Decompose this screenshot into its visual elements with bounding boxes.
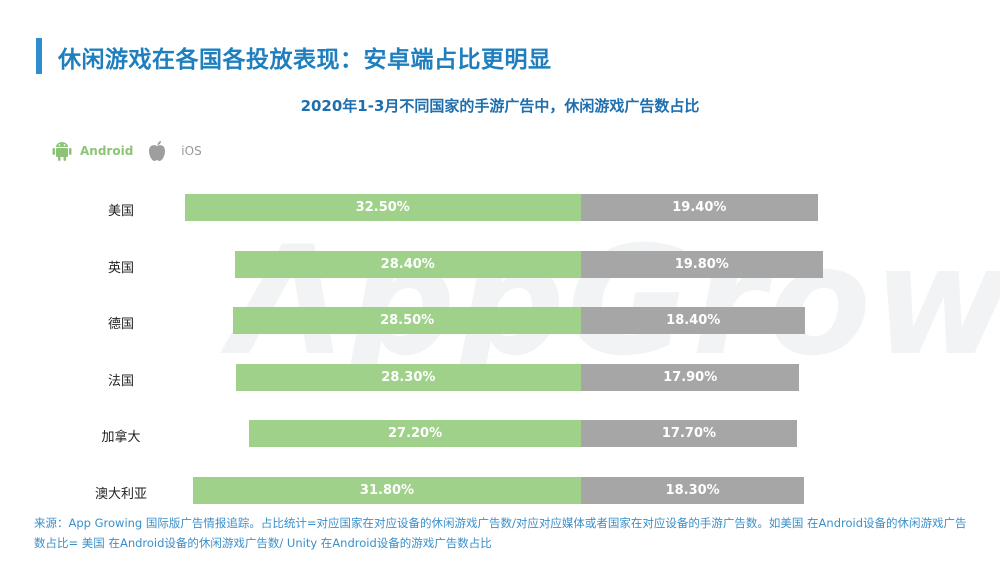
apple-icon <box>149 141 166 161</box>
bar-ios: 18.30% <box>581 476 805 504</box>
bar-android: 31.80% <box>193 476 581 504</box>
bar-ios: 17.70% <box>581 420 797 447</box>
legend-ios: iOS <box>147 140 202 162</box>
category-label: 法国 <box>107 373 134 389</box>
chart-title: 2020年1-3月不同国家的手游广告中，休闲游戏广告数占比 <box>300 97 700 115</box>
page-title: 休闲游戏在各国各投放表现：安卓端占比更明显 <box>58 47 552 73</box>
source-footnote: 来源：App Growing 国际版广告情报追踪。占比统计=对应国家在对应设备的… <box>34 516 967 550</box>
bar-ios: 19.40% <box>581 194 818 221</box>
category-label: 加拿大 <box>101 430 141 445</box>
category-label: 德国 <box>107 317 134 332</box>
category-label: 澳大利亚 <box>94 486 147 502</box>
category-label: 英国 <box>107 260 134 276</box>
bar-ios: 18.40% <box>581 307 806 334</box>
bar-android: 28.30% <box>235 363 581 391</box>
legend-ios-label: iOS <box>181 144 202 158</box>
android-icon <box>52 142 72 161</box>
bar-android: 32.50% <box>184 194 581 221</box>
bar-android: 28.50% <box>233 307 581 334</box>
title-accent-bar <box>36 38 42 74</box>
bar-android: 28.40% <box>234 250 581 278</box>
category-label: 美国 <box>107 204 134 219</box>
bar-ios: 17.90% <box>581 363 800 391</box>
bar-android: 27.20% <box>249 420 581 447</box>
legend: Android iOS <box>52 140 216 162</box>
legend-android-label: Android <box>80 144 134 158</box>
bar-ios: 19.80% <box>581 250 823 278</box>
legend-android: Android <box>52 140 133 162</box>
